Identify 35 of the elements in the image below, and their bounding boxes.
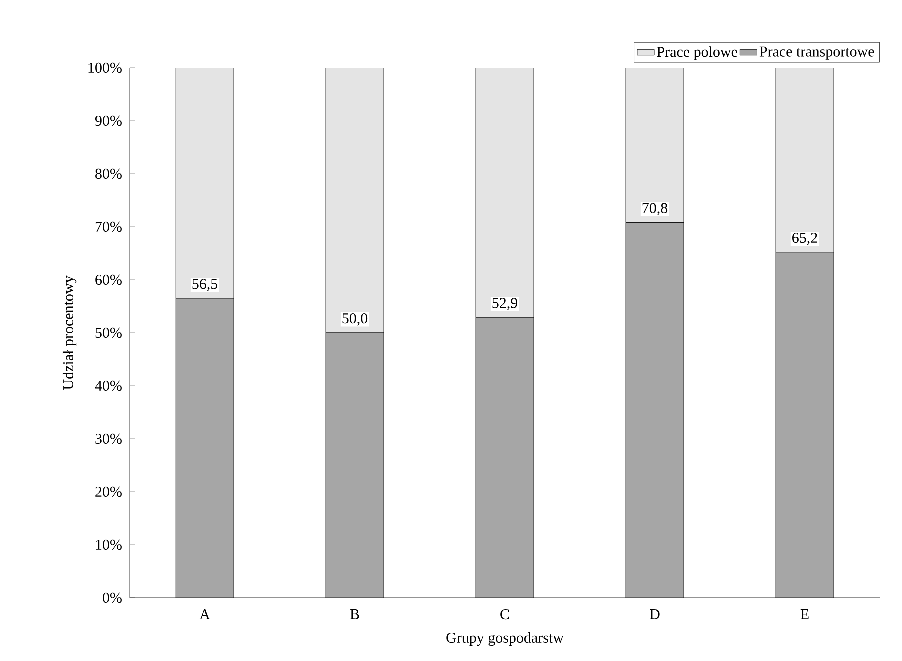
x-tick-label: A	[200, 610, 210, 620]
bar	[776, 252, 834, 598]
x-tick-label: B	[350, 610, 360, 620]
bar	[326, 68, 384, 334]
y-tick-label: 20%	[96, 486, 122, 498]
y-tick-label: 0%	[103, 592, 122, 604]
y-tick-label: 50%	[96, 328, 122, 338]
x-axis-title: Grupy gospodarstw	[446, 632, 564, 646]
y-axis-title: Udział procentowy	[62, 276, 77, 390]
y-tick-label: 40%	[95, 380, 122, 392]
bar	[776, 68, 834, 253]
x-tick-label: E	[800, 610, 809, 620]
y-tick-label: 80%	[96, 168, 122, 180]
legend-label: Prace transportowe	[760, 46, 874, 60]
legend-label: Prace polowe	[657, 46, 738, 60]
y-tick-label: 90%	[95, 116, 122, 126]
y-tick-label: 30%	[96, 434, 122, 444]
data-label: 52,9	[492, 298, 518, 310]
y-tick-label: 10%	[96, 540, 122, 550]
bar	[176, 298, 234, 598]
x-tick-label: C	[500, 610, 510, 620]
bar	[626, 222, 684, 598]
data-label: 70,8	[642, 203, 668, 216]
x-tick-label: D	[650, 610, 660, 620]
bar	[476, 318, 534, 598]
y-tick-label: 100%	[88, 62, 122, 74]
bar	[176, 68, 234, 299]
y-tick-label: 60%	[96, 274, 122, 286]
data-label: 50,0	[342, 314, 368, 326]
y-tick-label: 70%	[96, 222, 122, 232]
data-label: 65,2	[792, 232, 818, 246]
bar	[476, 68, 534, 318]
bar	[626, 68, 684, 223]
data-label: 56,5	[192, 279, 218, 292]
bar	[326, 332, 384, 598]
